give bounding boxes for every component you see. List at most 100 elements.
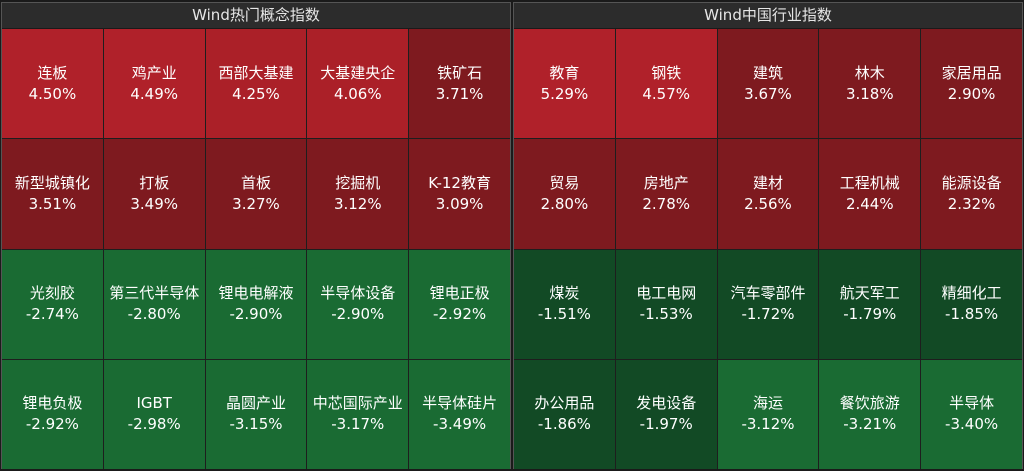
index-name: 电工电网: [636, 284, 697, 303]
index-change-value: -3.49%: [433, 415, 487, 434]
index-change-value: 2.44%: [845, 194, 894, 213]
index-tile[interactable]: 教育 5.29%: [514, 29, 615, 139]
index-tile[interactable]: 大基建央企 4.06%: [307, 29, 409, 139]
index-name: 工程机械: [839, 173, 900, 192]
index-tile[interactable]: 发电设备 -1.97%: [615, 359, 717, 469]
index-tile[interactable]: 半导体设备 -2.90%: [307, 249, 409, 359]
index-change-value: 3.27%: [232, 194, 280, 213]
index-change-value: -2.74%: [25, 305, 79, 324]
index-name: IGBT: [136, 394, 172, 413]
index-tile[interactable]: 第三代半导体 -2.80%: [103, 249, 205, 359]
concept-index-panel: Wind热门概念指数 连板 4.50% 鸡产业 4.49% 西部大基建 4.25% 大基建央…: [1, 2, 511, 469]
index-name: 首板: [240, 173, 271, 192]
index-change-value: -3.21%: [843, 415, 897, 434]
index-change-value: 3.18%: [845, 84, 894, 103]
index-change-value: 3.12%: [333, 194, 382, 213]
index-change-value: 5.29%: [540, 84, 589, 103]
index-tile[interactable]: 钢铁 4.57%: [615, 29, 717, 139]
index-tile[interactable]: 半导体 -3.40%: [921, 359, 1022, 469]
index-change-value: 3.49%: [130, 194, 179, 213]
index-change-value: 2.90%: [947, 84, 996, 103]
index-change-value: 4.49%: [130, 84, 179, 103]
index-tile[interactable]: IGBT -2.98%: [103, 359, 205, 469]
index-tile[interactable]: 海运 -3.12%: [717, 359, 819, 469]
index-tile[interactable]: 能源设备 2.32%: [921, 139, 1022, 249]
industry-index-panel: Wind中国行业指数 教育 5.29% 钢铁 4.57% 建筑 3.67% 林木 3.18% 家…: [513, 2, 1023, 469]
index-change-value: -2.92%: [433, 305, 487, 324]
index-name: 家居用品: [941, 63, 1002, 82]
index-tile[interactable]: 建材 2.56%: [717, 139, 819, 249]
index-tile[interactable]: 光刻胶 -2.74%: [2, 249, 103, 359]
index-name: 锂电电解液: [218, 284, 294, 303]
index-tile[interactable]: 贸易 2.80%: [514, 139, 615, 249]
index-change-value: -3.17%: [331, 415, 385, 434]
index-name: 钢铁: [651, 63, 682, 82]
index-name: 连板: [37, 63, 68, 82]
index-name: 办公用品: [534, 394, 595, 413]
index-name: 林木: [854, 63, 885, 82]
index-tile[interactable]: 晶圆产业 -3.15%: [205, 359, 307, 469]
index-name: 航天军工: [839, 284, 900, 303]
index-tile[interactable]: 航天军工 -1.79%: [819, 249, 921, 359]
index-change-value: 3.71%: [435, 84, 484, 103]
index-tile[interactable]: 鸡产业 4.49%: [103, 29, 205, 139]
index-tile[interactable]: 铁矿石 3.71%: [409, 29, 510, 139]
index-tile[interactable]: 新型城镇化 3.51%: [2, 139, 103, 249]
index-change-value: -3.40%: [945, 415, 999, 434]
index-tile[interactable]: 林木 3.18%: [819, 29, 921, 139]
index-name: 锂电负极: [22, 394, 83, 413]
index-name: 大基建央企: [320, 63, 396, 82]
index-change-value: -3.15%: [229, 415, 283, 434]
index-name: 半导体: [949, 394, 995, 413]
index-name: 挖掘机: [335, 173, 381, 192]
index-change-value: 4.50%: [28, 84, 77, 103]
index-tile[interactable]: 打板 3.49%: [103, 139, 205, 249]
index-tile[interactable]: 电工电网 -1.53%: [615, 249, 717, 359]
index-change-value: 4.06%: [333, 84, 382, 103]
index-tile[interactable]: 精细化工 -1.85%: [921, 249, 1022, 359]
index-tile[interactable]: 首板 3.27%: [205, 139, 307, 249]
index-change-value: -1.85%: [945, 305, 999, 324]
index-tile[interactable]: 锂电电解液 -2.90%: [205, 249, 307, 359]
index-change-value: 2.80%: [540, 194, 589, 213]
index-name: 建材: [752, 173, 783, 192]
index-name: 鸡产业: [131, 63, 177, 82]
index-change-value: -1.79%: [843, 305, 897, 324]
index-name: 晶圆产业: [225, 394, 286, 413]
index-name: 海运: [752, 394, 783, 413]
index-change-value: 2.32%: [947, 194, 996, 213]
index-name: 教育: [549, 63, 580, 82]
index-tile[interactable]: 西部大基建 4.25%: [205, 29, 307, 139]
index-tile[interactable]: 半导体硅片 -3.49%: [409, 359, 510, 469]
index-name: 新型城镇化: [14, 173, 90, 192]
index-tile[interactable]: 煤炭 -1.51%: [514, 249, 615, 359]
index-tile[interactable]: 家居用品 2.90%: [921, 29, 1022, 139]
index-name: 铁矿石: [437, 63, 483, 82]
index-tile[interactable]: 建筑 3.67%: [717, 29, 819, 139]
index-change-value: -1.53%: [639, 305, 693, 324]
index-tile[interactable]: 锂电正极 -2.92%: [409, 249, 510, 359]
index-tile[interactable]: K-12教育 3.09%: [409, 139, 510, 249]
index-name: 能源设备: [941, 173, 1002, 192]
index-tile[interactable]: 办公用品 -1.86%: [514, 359, 615, 469]
index-tile[interactable]: 工程机械 2.44%: [819, 139, 921, 249]
index-change-value: 2.78%: [642, 194, 691, 213]
index-tile[interactable]: 挖掘机 3.12%: [307, 139, 409, 249]
index-change-value: 3.09%: [435, 194, 484, 213]
index-tile[interactable]: 中芯国际产业 -3.17%: [307, 359, 409, 469]
concept-index-title: Wind热门概念指数: [2, 3, 510, 29]
index-tile[interactable]: 锂电负极 -2.92%: [2, 359, 103, 469]
industry-index-title: Wind中国行业指数: [514, 3, 1022, 29]
index-tile[interactable]: 汽车零部件 -1.72%: [717, 249, 819, 359]
index-name: 煤炭: [549, 284, 580, 303]
index-change-value: 3.67%: [744, 84, 792, 103]
index-tile[interactable]: 连板 4.50%: [2, 29, 103, 139]
index-name: 房地产: [643, 173, 689, 192]
index-name: 半导体设备: [320, 284, 396, 303]
index-tile[interactable]: 房地产 2.78%: [615, 139, 717, 249]
index-tile[interactable]: 餐饮旅游 -3.21%: [819, 359, 921, 469]
index-change-value: -2.92%: [25, 415, 79, 434]
index-change-value: -2.80%: [127, 305, 181, 324]
index-change-value: 4.25%: [232, 84, 280, 103]
index-name: 打板: [139, 173, 170, 192]
